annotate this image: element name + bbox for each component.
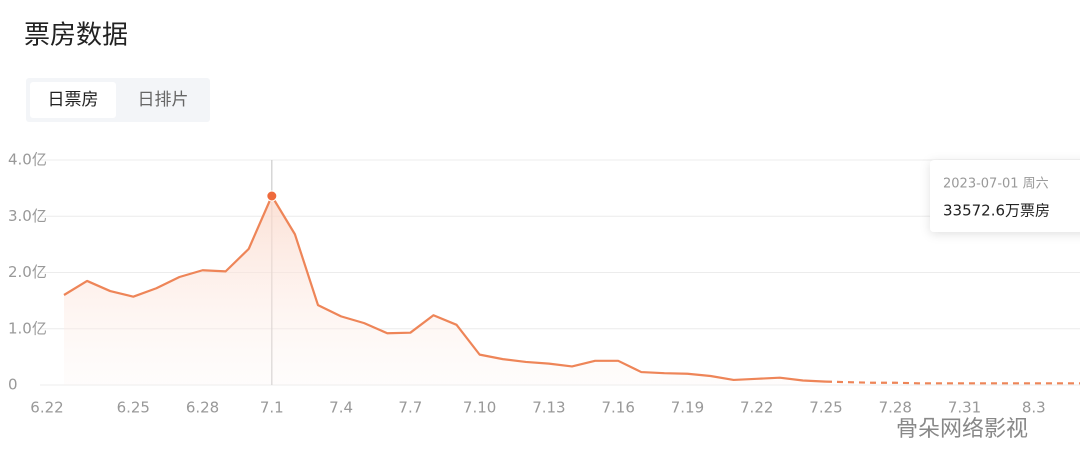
y-tick-label: 1.0亿 — [8, 319, 47, 337]
y-tick-label: 0 — [8, 376, 18, 394]
x-tick-label: 6.25 — [117, 399, 150, 417]
line — [63, 194, 827, 383]
x-tick-label: 7.19 — [671, 399, 704, 417]
tab-active[interactable] — [30, 82, 116, 118]
y-tick-label: 3.0亿 — [8, 207, 47, 225]
x-tick-label: 7.16 — [601, 399, 634, 417]
watermark: 骨朵网络影视 — [896, 417, 1028, 442]
tooltip-box — [930, 160, 1080, 232]
y-tick-label: 4.0亿 — [8, 151, 47, 169]
x-tick-label: 7.13 — [532, 399, 565, 417]
x-tick-label: 6.22 — [30, 399, 63, 417]
tooltip-date: 2023-07-01 周六 — [943, 177, 1049, 192]
x-tick-label: 8.3 — [1022, 399, 1046, 417]
highlight-point — [266, 190, 278, 202]
y-tick-label: 2.0亿 — [8, 263, 47, 281]
tab[interactable]: 日排片 — [138, 90, 189, 110]
x-tick-label: 7.28 — [879, 399, 912, 417]
line — [825, 380, 1080, 385]
x-tick-label: 7.7 — [398, 399, 422, 417]
x-tick-label: 7.1 — [260, 399, 284, 417]
x-tick-label: 7.22 — [740, 399, 773, 417]
x-tick-label: 7.31 — [948, 399, 981, 417]
tab[interactable]: 日票房 — [48, 90, 99, 110]
tooltip-value: 33572.6万票房 — [943, 202, 1050, 220]
page-title: 票房数据 — [24, 21, 128, 51]
x-tick-label: 6.28 — [186, 399, 219, 417]
x-tick-label: 7.25 — [809, 399, 842, 417]
x-tick-label: 7.4 — [329, 399, 353, 417]
plot: 0 1.0亿 2.0亿 3.0亿 4.0亿 6.22 6.25 6.28 7.1 7.4 7.7 7.… — [8, 151, 1080, 417]
area — [64, 196, 826, 385]
x-tick-label: 7.10 — [463, 399, 496, 417]
